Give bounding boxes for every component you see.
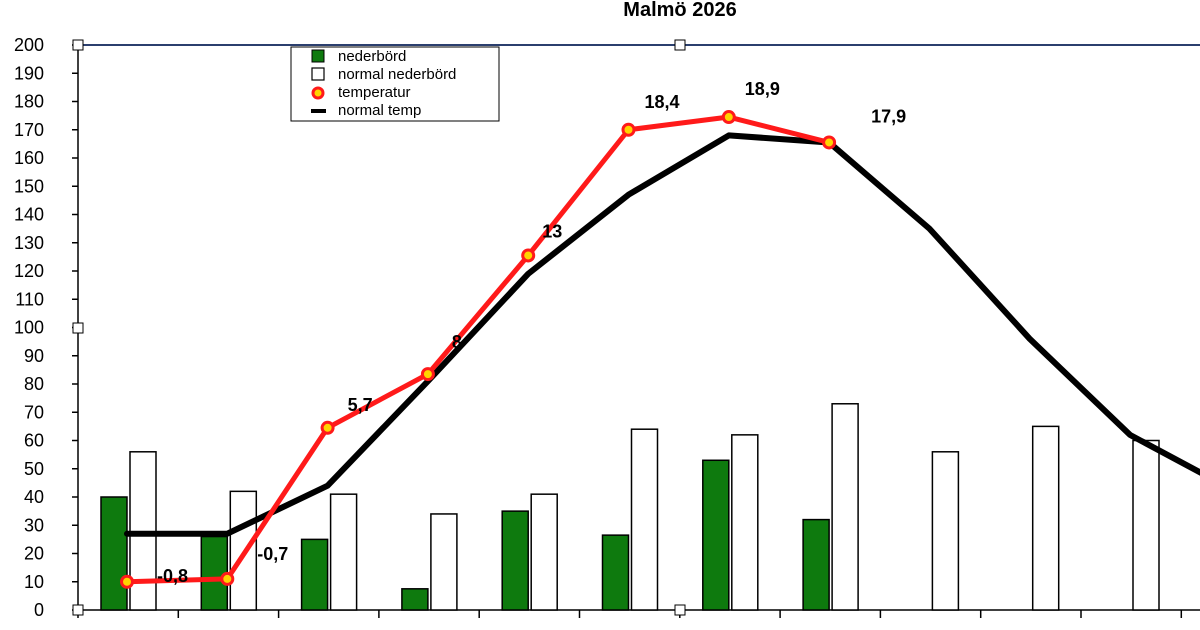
bar-nederbord: [300, 538, 329, 611]
y-tick-label: 50: [24, 459, 44, 479]
temperatur-marker: [320, 420, 335, 435]
y-tick-label: 100: [14, 318, 44, 338]
line-series: [120, 110, 1200, 589]
y-tick-label: 10: [24, 572, 44, 592]
chart-title: Malmö 2026: [623, 0, 736, 21]
bar-nederbord: [702, 459, 730, 611]
legend: nederbörd normal nederbörd temperatur no…: [290, 46, 500, 122]
bar-normal-nederbord: [1031, 425, 1060, 611]
y-tick-label: 70: [24, 402, 44, 422]
legend-marker-temperatur: [311, 86, 325, 100]
bar-normal-nederbord: [630, 428, 659, 611]
bar-normal-nederbord: [430, 513, 458, 611]
bar-normal-nederbord: [831, 403, 859, 611]
temperatur-marker: [621, 122, 636, 137]
bar-normal-nederbord: [731, 434, 759, 611]
resize-handle[interactable]: [72, 322, 84, 334]
bar-normal-nederbord: [329, 493, 358, 611]
bar-normal-nederbord: [931, 451, 960, 611]
temperatur-marker: [220, 571, 235, 586]
temperatur-marker: [521, 248, 536, 263]
temperatur-data-label: 5,7: [348, 395, 373, 415]
y-tick-label: 90: [24, 346, 44, 366]
y-tick-label: 80: [24, 374, 44, 394]
bar-normal-nederbord: [530, 493, 558, 611]
y-tick-label: 40: [24, 487, 44, 507]
resize-handle[interactable]: [72, 604, 84, 616]
legend-label-normal-nederbord: normal nederbörd: [338, 66, 456, 83]
legend-label-normal-temp: normal temp: [338, 102, 421, 119]
temperatur-marker: [420, 367, 435, 382]
temperatur-data-label: 13: [542, 221, 562, 241]
temperatur-data-label: 17,9: [871, 106, 906, 126]
y-tick-label: 110: [15, 289, 44, 309]
temperatur-data-label: 18,9: [745, 79, 780, 99]
line-normal-temp: [124, 132, 1200, 537]
resize-handle[interactable]: [674, 39, 686, 51]
legend-label-temperatur: temperatur: [338, 84, 411, 101]
y-tick-label: 150: [14, 176, 44, 196]
legend-swatch-nederbord: [311, 49, 325, 63]
bar-nederbord: [601, 534, 630, 611]
resize-handle[interactable]: [72, 39, 84, 51]
temperatur-marker: [822, 135, 837, 150]
y-tick-label: 60: [24, 431, 44, 451]
temperatur-marker: [120, 574, 134, 589]
temperatur-data-label: 8: [452, 332, 462, 352]
temperatur-data-label: 18,4: [645, 92, 680, 112]
temperatur-data-label: -0,8: [157, 566, 188, 586]
bar-nederbord: [100, 496, 128, 611]
y-tick-label: 160: [14, 148, 44, 168]
y-tick-label: 190: [14, 63, 44, 83]
y-tick-label: 200: [14, 35, 44, 55]
legend-label-nederbord: nederbörd: [338, 48, 406, 65]
y-tick-label: 180: [14, 92, 44, 112]
line-temperatur: [124, 114, 832, 585]
data-labels: -0,8 -0,7 5,7 8 13 18,4 18,9 17,9: [157, 79, 906, 586]
selection-handles[interactable]: [72, 39, 686, 616]
bar-nederbord: [200, 535, 229, 611]
y-axis-ticks: 0 10 20 30 40 50 60 70 80 90 100 110 120 130 140 150 160…: [14, 35, 78, 620]
y-tick-label: 170: [14, 120, 44, 140]
y-tick-label: 130: [14, 233, 44, 253]
resize-handle[interactable]: [674, 604, 686, 616]
y-tick-label: 20: [24, 544, 44, 564]
bar-nederbord: [802, 518, 830, 611]
temperatur-data-label: -0,7: [257, 544, 288, 564]
legend-swatch-normal-nederbord: [311, 67, 325, 81]
temperatur-marker: [721, 110, 736, 125]
legend-box: [290, 46, 500, 122]
bar-normal-nederbord: [1132, 439, 1160, 611]
bar-nederbord: [501, 510, 529, 611]
y-tick-label: 120: [14, 261, 44, 281]
y-tick-label: 140: [14, 205, 44, 225]
bar-series: [100, 403, 1160, 611]
y-tick-label: 0: [34, 600, 44, 620]
bar-nederbord: [401, 588, 429, 611]
y-tick-label: 30: [24, 515, 44, 535]
